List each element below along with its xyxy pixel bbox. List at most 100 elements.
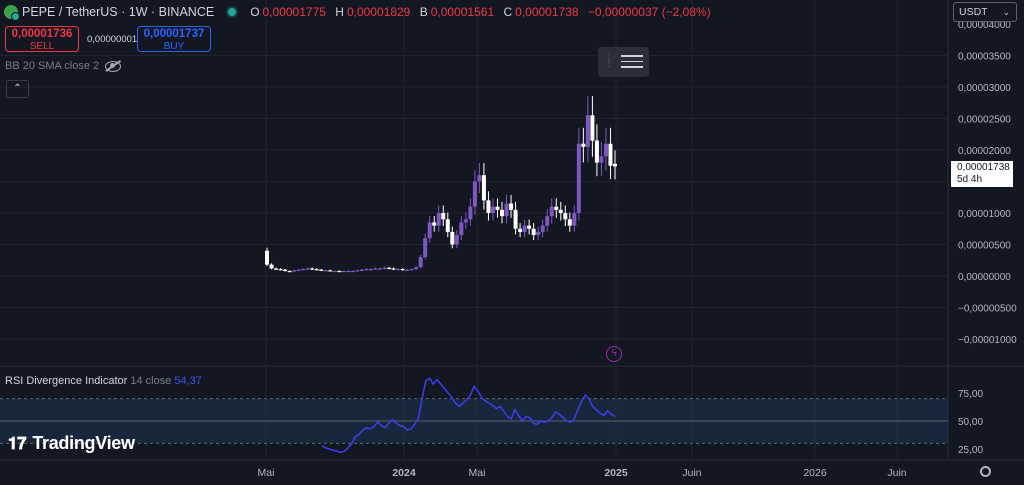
current-price-label: 0,00001738 5d 4h — [951, 161, 1013, 187]
sell-button[interactable]: 0,00001736 SELL — [5, 26, 79, 52]
candle-body — [292, 270, 297, 272]
candle-body — [486, 200, 491, 213]
rsi-line — [321, 377, 616, 454]
candle-body — [427, 222, 432, 239]
candle-body — [477, 175, 482, 182]
candle-body — [445, 219, 450, 232]
lightning-icon[interactable]: ϟ — [606, 346, 622, 362]
menu-lines-icon — [621, 55, 643, 72]
candle-body — [549, 206, 554, 217]
candle-body — [305, 268, 310, 270]
time-tick-label: 2026 — [803, 467, 827, 479]
rsi-series-line — [321, 377, 616, 454]
rsi-tick-label: 25,00 — [958, 445, 983, 456]
candle-body — [468, 206, 473, 220]
object-tree-button[interactable]: ⋮ ⋮ — [598, 47, 649, 77]
candle-body — [423, 238, 428, 258]
candle-body — [509, 203, 514, 210]
candle-body — [585, 115, 590, 147]
candle-body — [314, 269, 319, 271]
candles — [265, 96, 617, 273]
time-tick-label: 2025 — [604, 467, 628, 479]
candle-body — [405, 269, 410, 271]
hidden-eye-icon[interactable] — [105, 60, 122, 72]
candle-body — [414, 267, 419, 270]
candle-body — [613, 163, 617, 167]
price-tick-label: 0,00003000 — [958, 83, 1011, 94]
collapse-legend-button[interactable]: ⌃ — [6, 80, 29, 98]
candle-body — [368, 269, 373, 271]
bb-indicator-legend[interactable]: BB 20 SMA close 2 — [5, 60, 122, 72]
candle-body — [576, 143, 581, 213]
candle-body — [301, 269, 306, 271]
candle-body — [373, 268, 378, 270]
time-axis: Mai 2024 Mai 2025 Juin 2026 Juin — [258, 467, 907, 479]
time-tick-label: Juin — [887, 467, 906, 479]
price-tick-label: 0,00002000 — [958, 146, 1011, 157]
candle-body — [531, 228, 536, 236]
candle-body — [382, 267, 387, 270]
rsi-band — [0, 398, 948, 444]
grid — [0, 0, 1024, 461]
candle-body — [323, 270, 328, 272]
candle-body — [400, 269, 405, 271]
candle-body — [540, 225, 545, 232]
spread-value: 0,00000001 — [87, 34, 138, 45]
market-open-icon — [228, 8, 237, 16]
candle-body — [341, 270, 346, 273]
candle-body — [594, 140, 599, 163]
tradingview-mark-icon: 𝟏𝟕 — [8, 433, 27, 453]
rsi-tick-label: 75,00 — [958, 389, 983, 400]
price-tick-label: 0,00002500 — [958, 115, 1011, 126]
candle-body — [599, 156, 604, 163]
time-tick-label: Juin — [682, 467, 701, 479]
candle-body — [558, 209, 563, 213]
candle-body — [319, 269, 324, 271]
candle-body — [274, 268, 279, 270]
price-tick-label: 0,00000500 — [958, 241, 1011, 252]
time-tick-label: Mai — [469, 467, 486, 479]
price-tick-label: −0,00001000 — [958, 335, 1017, 346]
candle-body — [522, 225, 527, 232]
rsi-tick-label: 50,00 — [958, 417, 983, 428]
candle-body — [603, 143, 608, 157]
candle-body — [283, 269, 288, 271]
candle-body — [527, 225, 532, 229]
candle-body — [441, 213, 446, 220]
rsi-legend[interactable]: RSI Divergence Indicator 14 close 54,37 — [5, 375, 202, 387]
buy-button[interactable]: 0,00001737 BUY — [137, 26, 211, 52]
candle-body — [590, 115, 595, 141]
candle-body — [572, 213, 577, 226]
chevron-down-icon: ⌄ — [1002, 7, 1010, 17]
currency-select[interactable]: USDT ⌄ — [953, 2, 1017, 22]
candle-body — [265, 250, 269, 265]
candle-body — [563, 213, 568, 220]
candle-body — [436, 213, 441, 226]
candle-body — [269, 264, 274, 269]
candle-body — [310, 268, 315, 270]
candle-body — [355, 270, 360, 272]
price-tick-label: −0,00000500 — [958, 304, 1017, 315]
symbol-title[interactable]: PEPE / TetherUS · 1W · BINANCE — [22, 5, 215, 19]
candle-body — [377, 268, 382, 270]
candle-body — [472, 181, 477, 207]
bb-indicator-label: BB 20 SMA close 2 — [5, 60, 100, 72]
candle-body — [536, 231, 541, 236]
gear-icon[interactable] — [980, 466, 991, 477]
candle-body — [495, 206, 500, 210]
candle-body — [364, 269, 369, 271]
candle-body — [554, 206, 559, 210]
price-tick-label: 0,00001000 — [958, 209, 1011, 220]
pepe-logo-icon — [4, 5, 20, 21]
candle-body — [391, 268, 396, 270]
candle-body — [409, 269, 414, 271]
drag-handle-icon[interactable]: ⋮ ⋮ — [604, 53, 615, 69]
candle-body — [518, 228, 523, 232]
candle-body — [387, 267, 392, 270]
price-axis: 0,00003500 0,00003000 0,00002500 0,00002000… — [958, 20, 1017, 456]
candle-body — [418, 257, 423, 268]
tradingview-logo[interactable]: 𝟏𝟕 TradingView — [8, 433, 135, 453]
chart-header: PEPE / TetherUS · 1W · BINANCE O 0,000017… — [4, 4, 717, 21]
ohlc-values: O 0,00001775 H 0,00001829 B 0,00001561 C 0,0… — [250, 5, 711, 19]
